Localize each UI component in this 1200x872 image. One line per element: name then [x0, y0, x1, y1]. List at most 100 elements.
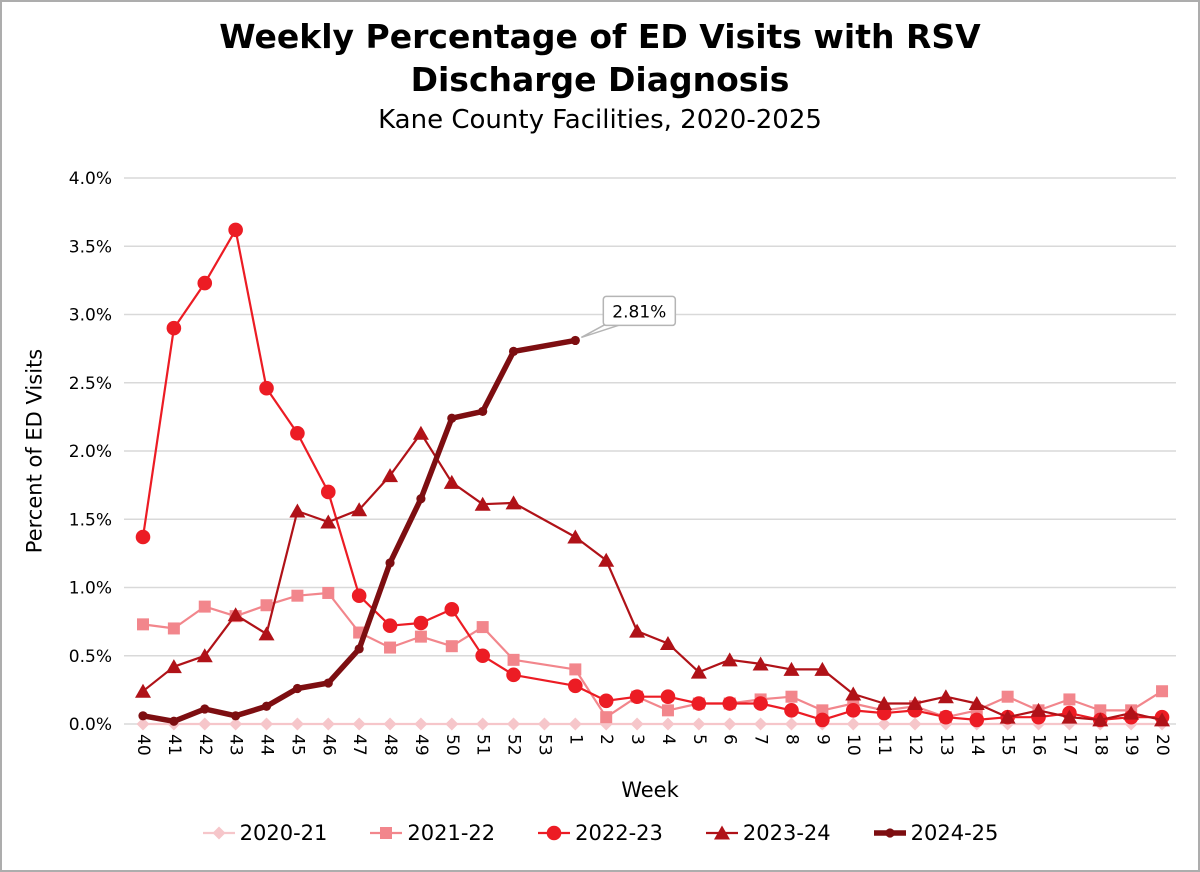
legend-label: 2024-25: [910, 821, 999, 845]
square-marker-icon: [414, 630, 427, 643]
legend-label: 2022-23: [575, 821, 663, 845]
x-tick-label: 8: [781, 734, 801, 745]
x-tick-label: 18: [1090, 734, 1110, 756]
x-tick: 5: [689, 734, 709, 745]
y-axis-title-group: Percent of ED Visits: [22, 349, 46, 553]
x-tick: 11: [874, 734, 894, 756]
circle-marker-icon: [135, 529, 151, 545]
dot-marker-icon: [169, 716, 179, 726]
dot-marker-icon: [323, 678, 333, 688]
chart-plot-area: 0.0%0.5%1.0%1.5%2.0%2.5%3.0%3.5%4.0%40 41…: [22, 169, 1176, 802]
x-tick: 14: [967, 734, 987, 756]
diamond-marker-icon: [445, 717, 459, 731]
legend-swatch-2020-21: [202, 826, 235, 840]
x-tick-label: 49: [411, 734, 431, 756]
diamond-marker-icon: [537, 717, 551, 731]
triangle-marker-icon: [320, 514, 337, 529]
dot-marker-icon: [385, 558, 395, 568]
diamond-marker-icon: [321, 717, 335, 731]
x-tick-label: 13: [936, 734, 956, 756]
legend-item-2020-21[interactable]: 2020-21: [202, 821, 328, 845]
triangle-marker-icon: [289, 503, 306, 518]
x-tick: 50: [442, 734, 462, 756]
x-tick-label: 20: [1152, 734, 1172, 756]
legend-item-2021-22[interactable]: 2021-22: [369, 821, 495, 845]
diamond-marker-icon: [784, 717, 798, 731]
x-tick-label: 14: [967, 734, 987, 756]
triangle-marker-icon: [659, 635, 676, 650]
triangle-marker-icon: [968, 696, 985, 711]
legend-label: 2021-22: [407, 821, 496, 845]
y-tick-label: 3.0%: [69, 306, 112, 326]
x-tick-label: 10: [843, 734, 863, 756]
x-tick: 52: [504, 734, 524, 756]
legend-swatch-2022-23: [538, 825, 571, 841]
dot-marker-icon: [478, 406, 488, 417]
square-marker-icon: [198, 600, 211, 613]
x-tick: 12: [905, 734, 925, 756]
circle-marker-icon: [506, 667, 521, 683]
circle-marker-icon: [259, 380, 274, 396]
diamond-marker-icon: [414, 717, 428, 731]
x-tick: 15: [998, 734, 1018, 756]
x-tick-label: 52: [504, 734, 524, 756]
triangle-marker-icon: [876, 696, 893, 711]
dot-marker-icon: [200, 704, 210, 714]
diamond-marker-icon: [661, 717, 675, 731]
x-tick: 7: [751, 734, 771, 745]
series-2023-24: [135, 425, 1171, 727]
x-axis-title: Week: [621, 778, 679, 802]
circle-marker-icon: [351, 588, 367, 603]
dot-marker-icon: [885, 828, 895, 838]
triangle-marker-icon: [165, 659, 182, 674]
square-marker-icon: [322, 586, 335, 599]
legend-item-2024-25[interactable]: 2024-25: [873, 821, 999, 845]
x-tick-label: 3: [627, 734, 647, 745]
dot-marker-icon: [261, 701, 272, 711]
diamond-marker-icon: [212, 826, 226, 840]
x-tick: 6: [720, 734, 740, 745]
circle-marker-icon: [320, 484, 336, 500]
diamond-marker-icon: [198, 717, 212, 731]
series-2024-25: [138, 335, 580, 726]
annotation-callout: 2.81%: [580, 295, 677, 339]
triangle-marker-icon: [937, 689, 954, 704]
triangle-marker-icon: [382, 468, 399, 483]
legend-swatch-2024-25: [873, 828, 906, 838]
square-marker-icon: [291, 589, 304, 602]
dot-marker-icon: [447, 413, 457, 423]
diamond-marker-icon: [692, 717, 706, 731]
triangle-marker-icon: [783, 661, 800, 676]
circle-marker-icon: [568, 678, 583, 694]
diamond-marker-icon: [229, 717, 243, 731]
x-tick: 1: [565, 734, 585, 745]
diamond-marker-icon: [630, 717, 644, 731]
x-tick: 3: [627, 734, 647, 745]
circle-marker-icon: [413, 615, 429, 631]
series-line-2023-24: [141, 432, 1164, 721]
circle-marker-icon: [546, 825, 562, 841]
legend-item-2023-24[interactable]: 2023-24: [705, 821, 831, 845]
triangle-marker-icon: [629, 623, 646, 638]
x-tick: 43: [226, 734, 246, 756]
x-tick-label: 5: [689, 734, 709, 745]
dot-marker-icon: [292, 683, 302, 694]
diamond-marker-icon: [846, 717, 860, 731]
x-tick-label: 2: [596, 734, 616, 745]
x-tick: 17: [1059, 734, 1079, 756]
y-tick-label: 0.5%: [69, 647, 112, 667]
diamond-marker-icon: [568, 717, 582, 731]
triangle-marker-icon: [227, 607, 244, 622]
triangle-marker-icon: [690, 664, 707, 679]
triangle-marker-icon: [351, 502, 368, 517]
x-tick-label: 50: [442, 734, 462, 756]
legend-item-2022-23[interactable]: 2022-23: [537, 821, 663, 845]
chart-title-line2: Discharge Diagnosis: [410, 59, 790, 99]
series-2022-23: [135, 222, 1170, 728]
x-tick-label: 15: [998, 734, 1018, 756]
triangle-marker-icon: [999, 709, 1016, 724]
triangle-marker-icon: [845, 686, 862, 701]
x-tick: 2: [596, 734, 616, 745]
legend-label: 2020-21: [239, 821, 328, 845]
